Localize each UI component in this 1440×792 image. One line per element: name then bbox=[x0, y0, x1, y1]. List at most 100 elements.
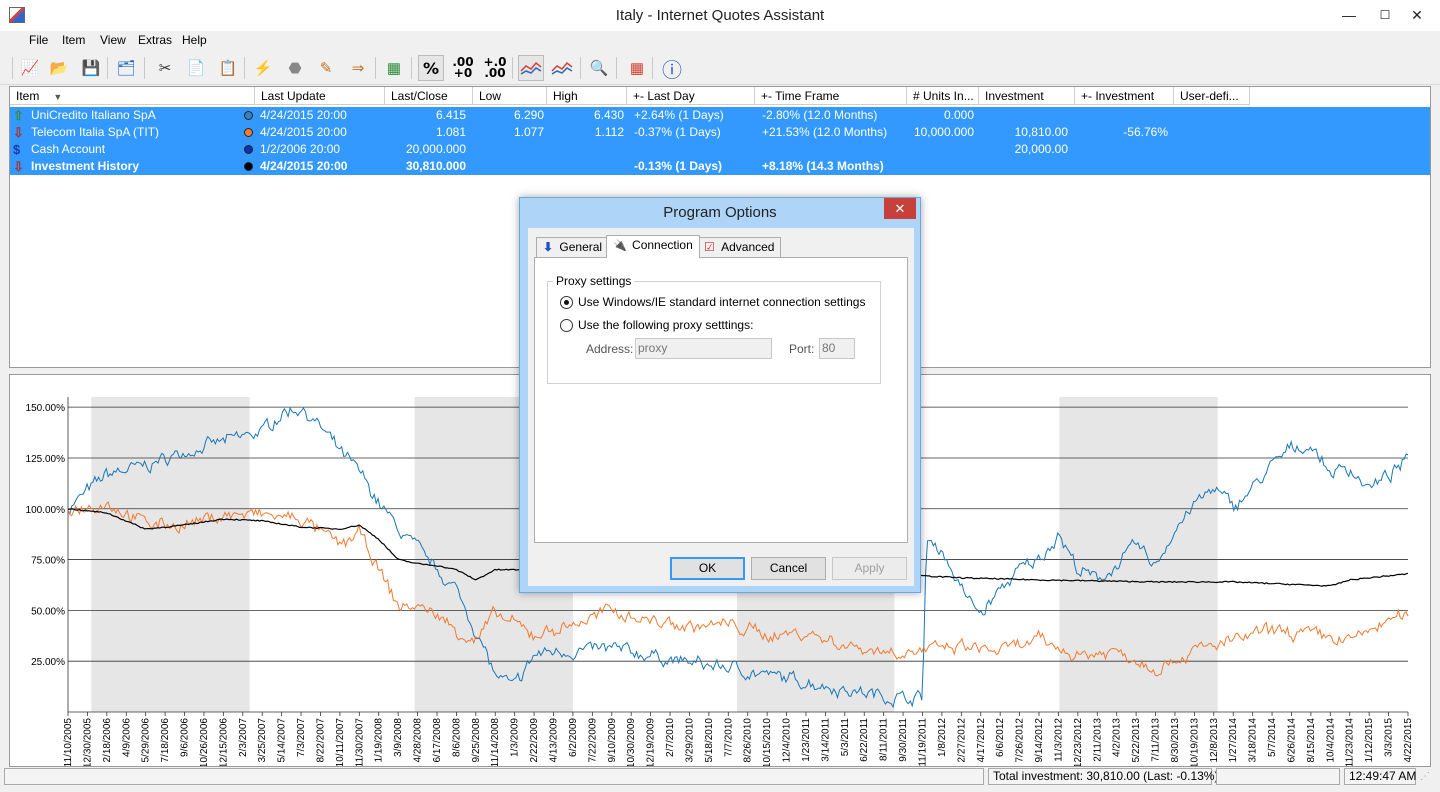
col-last-day-header-label: +- Last Day bbox=[633, 89, 695, 103]
col-user-defined-header-label: User-defi... bbox=[1180, 89, 1239, 103]
col-inv-change-header[interactable]: +- Investment bbox=[1075, 87, 1174, 105]
last-day-change-cell: +2.64% (1 Days) bbox=[634, 108, 724, 122]
sort-arrow-icon: ▼ bbox=[53, 92, 63, 102]
cut-icon[interactable]: ✂ bbox=[158, 60, 172, 77]
apply-button[interactable]: Apply bbox=[832, 557, 907, 580]
x-tick-label: 2/7/2010 bbox=[665, 718, 676, 757]
x-tick-label: 1/12/2015 bbox=[1364, 718, 1375, 763]
cancel-button[interactable]: Cancel bbox=[751, 557, 826, 580]
use-proxy-label[interactable]: Use the following proxy setttings: bbox=[578, 318, 754, 332]
col-time-frame-header[interactable]: +- Time Frame bbox=[755, 87, 907, 105]
copy-icon[interactable]: 📄 bbox=[186, 60, 206, 77]
chart-icon[interactable]: 📈 bbox=[20, 60, 40, 77]
col-item-header[interactable]: Item ▼ bbox=[10, 87, 255, 105]
calculator-icon[interactable]: ▦ bbox=[629, 60, 645, 77]
new-item-icon[interactable]: 🗂 bbox=[116, 60, 136, 77]
x-tick-label: 3/3/2015 bbox=[1384, 718, 1395, 757]
open-folder-icon[interactable]: 📂 bbox=[49, 60, 69, 77]
col-low-header[interactable]: Low bbox=[473, 87, 547, 105]
x-tick-label: 2/3/2007 bbox=[238, 718, 249, 757]
x-tick-label: 8/26/2010 bbox=[743, 718, 754, 763]
col-time-frame-header-label: +- Time Frame bbox=[761, 89, 840, 103]
x-tick-label: 3/14/2011 bbox=[820, 718, 831, 762]
table-row[interactable]: ⇩ Telecom Italia SpA (TIT) 4/24/2015 20:00… bbox=[10, 124, 1430, 141]
last-day-change-cell: -0.37% (1 Days) bbox=[634, 125, 721, 139]
status-panel-blank bbox=[1216, 768, 1340, 785]
address-label: Address: bbox=[586, 342, 634, 356]
col-high-header[interactable]: High bbox=[547, 87, 627, 105]
percent-button[interactable]: % bbox=[418, 55, 444, 81]
table-row[interactable]: ⇩ Investment History 4/24/2015 20:00 30,810… bbox=[10, 158, 1430, 175]
use-system-settings-radio[interactable] bbox=[560, 296, 573, 309]
x-tick-label: 8/11/2011 bbox=[879, 718, 890, 761]
x-tick-label: 11/30/2007 bbox=[354, 718, 365, 766]
use-proxy-radio[interactable] bbox=[560, 319, 573, 332]
x-tick-label: 4/17/2012 bbox=[976, 718, 987, 763]
tab-connection[interactable]: 🔌 Connection bbox=[606, 235, 700, 258]
port-input[interactable]: 80 bbox=[819, 338, 855, 359]
table-row[interactable]: ⇧ UniCredito Italiano SpA 4/24/2015 20:00 6… bbox=[10, 107, 1430, 124]
year-band bbox=[91, 397, 250, 712]
tab-general-label: General bbox=[559, 240, 603, 254]
transactions-icon[interactable]: ▦ bbox=[386, 60, 402, 77]
update-quotes-icon[interactable]: ⚡ bbox=[253, 60, 273, 77]
low-cell: 6.290 bbox=[513, 108, 544, 122]
x-tick-label: 11/10/2005 bbox=[63, 718, 74, 766]
menu-file[interactable]: File bbox=[29, 33, 49, 47]
col-high-header-label: High bbox=[553, 89, 578, 103]
line-chart-range-icon[interactable] bbox=[549, 55, 575, 81]
x-tick-label: 2/22/2009 bbox=[529, 718, 540, 763]
address-input[interactable]: proxy bbox=[635, 338, 772, 359]
edit-icon[interactable]: ✎ bbox=[319, 60, 333, 77]
time-frame-change-cell: +8.18% (14.3 Months) bbox=[762, 159, 884, 173]
x-tick-label: 2/18/2006 bbox=[102, 718, 113, 763]
units-cell: 0.000 bbox=[943, 108, 974, 122]
x-tick-label: 2/11/2013 bbox=[1092, 718, 1103, 762]
x-tick-label: 7/26/2012 bbox=[1015, 718, 1026, 763]
x-tick-label: 4/22/2015 bbox=[1403, 718, 1414, 763]
maximize-button[interactable]: ☐ bbox=[1379, 8, 1391, 22]
ok-button[interactable]: OK bbox=[670, 557, 745, 580]
stop-icon[interactable]: ⬣ bbox=[288, 60, 302, 77]
toolbar-separator bbox=[375, 57, 376, 79]
menu-item[interactable]: Item bbox=[62, 33, 86, 47]
x-tick-label: 6/6/2012 bbox=[995, 718, 1006, 757]
import-icon[interactable]: ⇒ bbox=[351, 60, 365, 77]
y-tick-label: 125.00% bbox=[26, 454, 66, 465]
menu-view[interactable]: View bbox=[100, 33, 126, 47]
x-tick-label: 12/30/2005 bbox=[82, 718, 93, 766]
info-icon[interactable]: ⓘ bbox=[662, 59, 682, 82]
app-icon bbox=[9, 7, 25, 23]
resize-grip-icon[interactable]: ⋰ bbox=[1420, 771, 1430, 782]
col-last-close-header[interactable]: Last/Close bbox=[385, 87, 473, 105]
find-icon[interactable]: 🔍 bbox=[589, 60, 609, 77]
save-icon[interactable]: 💾 bbox=[81, 60, 101, 77]
menu-help[interactable]: Help bbox=[182, 33, 207, 47]
last-close-cell: 6.415 bbox=[435, 108, 466, 122]
last-update-cell: 4/24/2015 20:00 bbox=[260, 108, 347, 122]
x-tick-label: 8/30/2013 bbox=[1170, 718, 1181, 763]
menu-extras[interactable]: Extras bbox=[138, 33, 173, 47]
decrease-decimals-button[interactable]: +.0 .00 bbox=[483, 55, 507, 80]
col-last-day-header[interactable]: +- Last Day bbox=[627, 87, 755, 105]
col-units-header[interactable]: # Units In... bbox=[907, 87, 979, 105]
col-last-update-header[interactable]: Last Update bbox=[255, 87, 385, 105]
col-investment-header[interactable]: Investment bbox=[979, 87, 1075, 105]
y-tick-label: 50.00% bbox=[31, 606, 65, 617]
last-update-cell: 1/2/2006 20:00 bbox=[260, 142, 341, 156]
low-cell: 1.077 bbox=[513, 125, 544, 139]
paste-icon[interactable]: 📋 bbox=[218, 60, 238, 77]
tab-general[interactable]: ⬇ General bbox=[536, 237, 610, 257]
minimize-button[interactable]: — bbox=[1342, 7, 1356, 23]
tab-advanced[interactable]: ☑ Advanced bbox=[697, 237, 782, 257]
investment-change-cell bbox=[1076, 158, 1168, 175]
col-user-defined-header[interactable]: User-defi... bbox=[1174, 87, 1250, 105]
col-last-update-header-label: Last Update bbox=[261, 89, 326, 103]
use-system-settings-label[interactable]: Use Windows/IE standard internet connect… bbox=[578, 295, 866, 309]
dialog-close-button[interactable]: ✕ bbox=[884, 198, 916, 219]
increase-decimals-button[interactable]: .00 +0 bbox=[452, 55, 474, 80]
close-button[interactable]: ✕ bbox=[1411, 7, 1423, 23]
table-row[interactable]: $ Cash Account 1/2/2006 20:00 20,000.000 20,… bbox=[10, 141, 1430, 158]
line-chart-toggle-icon[interactable] bbox=[518, 55, 544, 81]
x-tick-label: 5/3/2011 bbox=[840, 718, 851, 757]
